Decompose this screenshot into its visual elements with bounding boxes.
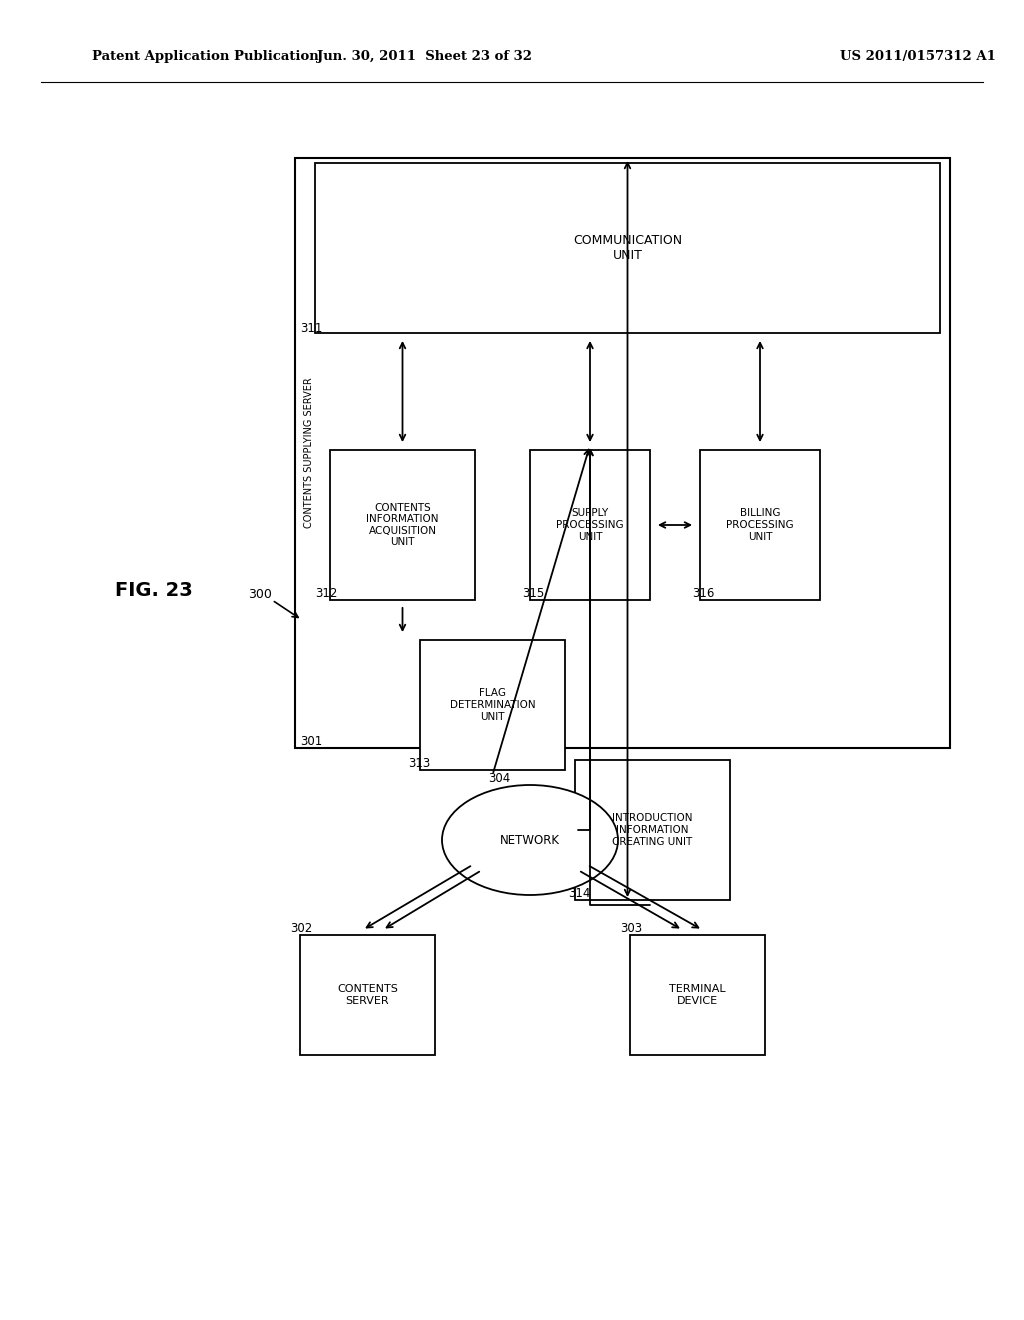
- Bar: [700, 450, 820, 601]
- Text: CONTENTS SUPPLYING SERVER: CONTENTS SUPPLYING SERVER: [304, 378, 314, 528]
- Bar: [530, 450, 650, 601]
- Text: FLAG
DETERMINATION
UNIT: FLAG DETERMINATION UNIT: [450, 689, 536, 722]
- Bar: [295, 158, 950, 748]
- Bar: [630, 935, 765, 1055]
- Text: US 2011/0157312 A1: US 2011/0157312 A1: [840, 50, 995, 63]
- Text: FIG. 23: FIG. 23: [115, 581, 193, 599]
- Text: NETWORK: NETWORK: [500, 833, 560, 846]
- Text: 316: 316: [692, 587, 715, 601]
- Ellipse shape: [442, 785, 618, 895]
- Bar: [300, 935, 435, 1055]
- Text: Jun. 30, 2011  Sheet 23 of 32: Jun. 30, 2011 Sheet 23 of 32: [317, 50, 532, 63]
- Text: 300: 300: [248, 589, 272, 602]
- Text: 301: 301: [300, 735, 323, 748]
- Text: SUPPLY
PROCESSING
UNIT: SUPPLY PROCESSING UNIT: [556, 508, 624, 541]
- Text: 311: 311: [300, 322, 323, 335]
- Text: 314: 314: [568, 887, 591, 900]
- Text: 303: 303: [620, 921, 642, 935]
- Bar: [315, 162, 940, 333]
- Bar: [330, 450, 475, 601]
- Text: BILLING
PROCESSING
UNIT: BILLING PROCESSING UNIT: [726, 508, 794, 541]
- Text: 312: 312: [315, 587, 337, 601]
- Text: COMMUNICATION
UNIT: COMMUNICATION UNIT: [573, 234, 682, 261]
- Text: INTRODUCTION
INFORMATION
CREATING UNIT: INTRODUCTION INFORMATION CREATING UNIT: [612, 813, 693, 846]
- Text: Patent Application Publication: Patent Application Publication: [92, 50, 318, 63]
- Text: TERMINAL
DEVICE: TERMINAL DEVICE: [670, 985, 726, 1006]
- Text: 315: 315: [522, 587, 544, 601]
- Bar: [575, 760, 730, 900]
- Bar: [420, 640, 565, 770]
- Text: 302: 302: [290, 921, 312, 935]
- Text: CONTENTS
SERVER: CONTENTS SERVER: [337, 985, 398, 1006]
- Text: 313: 313: [408, 756, 430, 770]
- Text: CONTENTS
INFORMATION
ACQUISITION
UNIT: CONTENTS INFORMATION ACQUISITION UNIT: [367, 503, 438, 548]
- Text: 304: 304: [488, 772, 510, 785]
